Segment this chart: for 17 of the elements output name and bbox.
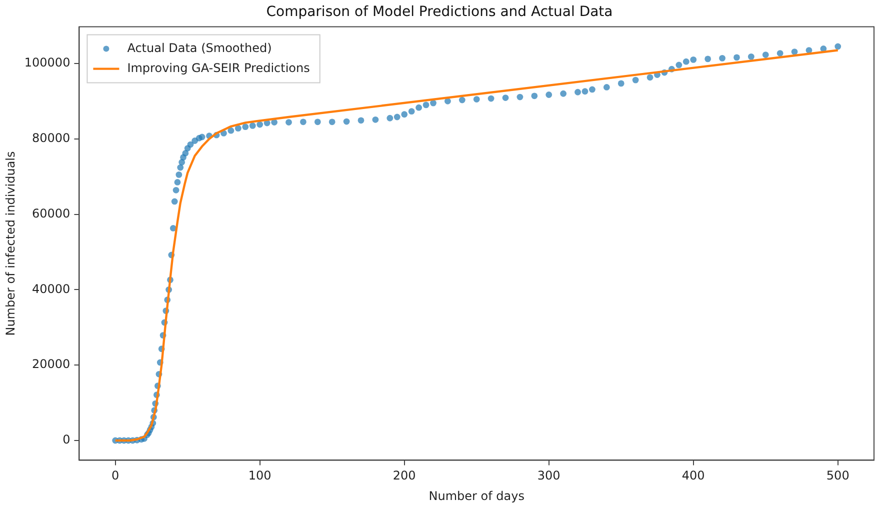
legend-label: Actual Data (Smoothed) xyxy=(127,40,272,55)
x-tick-label: 500 xyxy=(826,468,850,483)
y-tick-label: 0 xyxy=(62,432,70,447)
y-tick-label: 20000 xyxy=(32,357,70,372)
x-tick-label: 200 xyxy=(392,468,416,483)
y-tick-label: 60000 xyxy=(32,206,70,220)
y-axis-title: Number of infected individuals xyxy=(3,151,18,336)
x-tick-label: 400 xyxy=(682,468,705,483)
chart-title: Comparison of Model Predictions and Actual Data xyxy=(266,4,613,20)
y-tick-label: 40000 xyxy=(32,282,70,296)
legend-label: Improving GA-SEIR Predictions xyxy=(127,60,310,75)
x-tick-label: 300 xyxy=(537,468,560,483)
y-tick-label: 80000 xyxy=(32,131,70,145)
x-tick-label: 100 xyxy=(248,468,272,483)
x-tick-label: 0 xyxy=(112,468,120,483)
x-axis-title: Number of days xyxy=(428,488,524,503)
y-tick-label: 100000 xyxy=(24,56,70,70)
